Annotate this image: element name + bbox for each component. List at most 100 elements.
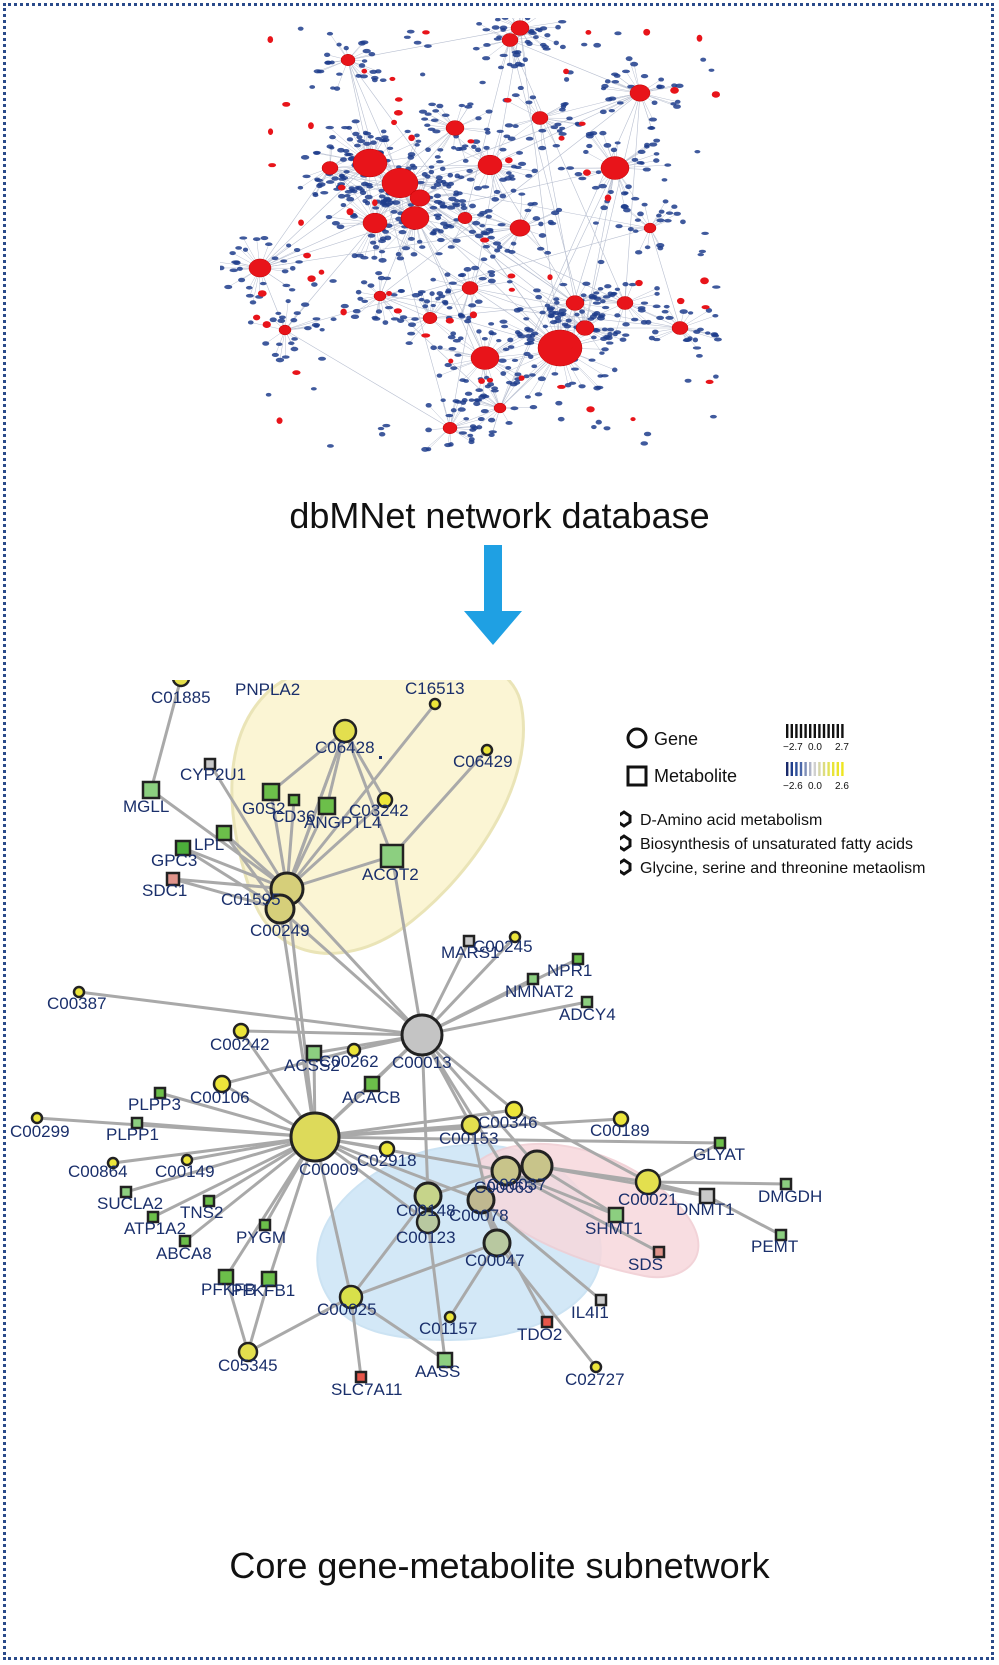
network-edge [224, 1136, 317, 1278]
node-label-abca8: ABCA8 [156, 1244, 212, 1263]
node-label-pygm: PYGM [236, 1228, 286, 1247]
metabolite-shape-icon [626, 765, 648, 787]
node-gpc3 [174, 839, 192, 857]
down-arrow-icon [464, 545, 522, 645]
node-c06428 [332, 718, 358, 744]
node-c05345 [237, 1341, 259, 1363]
node-label-cd36: CD36 [272, 807, 315, 826]
node-label-c00148: C00148 [396, 1201, 456, 1220]
scale-tick [786, 724, 789, 738]
overview-network [220, 18, 722, 452]
node-label-nmnat2: NMNAT2 [505, 982, 574, 1001]
node-c00262 [346, 1042, 362, 1058]
network-edge [224, 1276, 250, 1353]
scale-tick [813, 762, 816, 776]
network-edge [421, 1000, 588, 1037]
node-c00106 [212, 1074, 232, 1094]
node-label-shmt1: SHMT1 [585, 1219, 643, 1238]
node-c03242 [376, 791, 394, 809]
node-label-sds: SDS [628, 1255, 663, 1274]
node-label-plpp1: PLPP1 [106, 1125, 159, 1144]
node-pfkfb3 [217, 1268, 235, 1286]
node-pemt [774, 1228, 788, 1242]
scale-tick [799, 762, 803, 776]
scale-tick [813, 724, 816, 738]
node-c01885 [171, 680, 191, 688]
node-c00864 [106, 1156, 120, 1170]
scale1-max: 2.7 [835, 742, 849, 753]
network-edge [420, 1034, 508, 1172]
edge-scale-bar [786, 724, 844, 738]
legend: Gene Metabolite −2.7 0.0 2.7 −2.6 0.0 2.… [620, 724, 925, 877]
dotted-frame [3, 3, 994, 1660]
network-edge [505, 1169, 617, 1217]
node-glyat [713, 1136, 727, 1150]
node-label-c00249: C00249 [250, 921, 310, 940]
node-c00013 [400, 1013, 444, 1057]
network-edge [285, 887, 424, 1037]
node-label-gpc3: GPC3 [151, 851, 197, 870]
node-acot2 [379, 843, 405, 869]
network-edge [240, 1029, 423, 1037]
node-label-c02918: C02918 [357, 1151, 417, 1170]
node-c00189 [612, 1110, 630, 1128]
node-label-c00013: C00013 [392, 1053, 452, 1072]
scale-tick [795, 724, 798, 738]
scale-tick [790, 724, 793, 738]
legend-pathway-2: Biosynthesis of unsaturated fatty acids [640, 836, 913, 853]
network-edge [112, 1135, 316, 1165]
scale-tick [822, 762, 826, 776]
node-label-c01885: C01885 [151, 688, 211, 707]
scale-tick [804, 762, 807, 776]
node-label-c00149: C00149 [155, 1162, 215, 1181]
node-tdo2 [540, 1315, 554, 1329]
network-edge [480, 1198, 602, 1302]
node-c00245 [508, 930, 522, 944]
scale-tick [795, 762, 798, 776]
node-sdc1 [165, 871, 181, 887]
node-color-scale-bar [786, 762, 844, 776]
legend-pathway-1: D-Amino acid metabolism [640, 812, 822, 829]
node-label-c00021: C00021 [618, 1190, 678, 1209]
network-edge [182, 846, 281, 911]
node-label-adcy4: ADCY4 [559, 1005, 616, 1024]
overview-nodes [220, 18, 722, 452]
network-edge [420, 935, 517, 1037]
node-cyp2u1 [203, 757, 217, 771]
node-label-c01595: C01595 [221, 890, 281, 909]
node-nmnat2 [526, 972, 540, 986]
node-label-slc7a11: SLC7A11 [331, 1380, 403, 1399]
node-mgll [141, 780, 161, 800]
node-c00249 [264, 893, 296, 925]
scale-tick [836, 724, 839, 738]
node-c00021 [634, 1168, 662, 1196]
node-tns2 [202, 1194, 216, 1208]
hexagon-icon [620, 810, 632, 828]
network-edge [505, 1169, 660, 1254]
node-label-sucla2: SUCLA2 [97, 1194, 163, 1213]
node-label-c01157: C01157 [419, 1319, 477, 1338]
overview-edges [220, 18, 719, 450]
scale-tick [809, 724, 812, 738]
node-label-c00025: C00025 [317, 1300, 377, 1319]
node-c00153 [460, 1114, 482, 1136]
node-c00149 [180, 1153, 194, 1167]
node-c00148 [413, 1181, 443, 1211]
node-label-il4i1: IL4I1 [571, 1303, 609, 1322]
node-label-pfkfb1: PFKFB1 [231, 1281, 295, 1300]
overview-title: dbMNet network database [289, 495, 710, 536]
scale2-mid: 0.0 [808, 781, 822, 792]
node-il4i1 [594, 1293, 608, 1307]
node-label-aass: AASS [415, 1362, 460, 1381]
node-cd36 [287, 793, 301, 807]
network-edge [125, 1135, 316, 1194]
node-label-c00242: C00242 [210, 1035, 270, 1054]
node-label-atp1a2: ATP1A2 [124, 1219, 186, 1238]
node-c06429 [480, 743, 494, 757]
scale2-max: 2.6 [835, 781, 849, 792]
network-edge [390, 855, 424, 1036]
scale-tick [827, 762, 830, 776]
network-edge [270, 729, 346, 794]
node-label-acss2: ACSS2 [284, 1056, 340, 1075]
